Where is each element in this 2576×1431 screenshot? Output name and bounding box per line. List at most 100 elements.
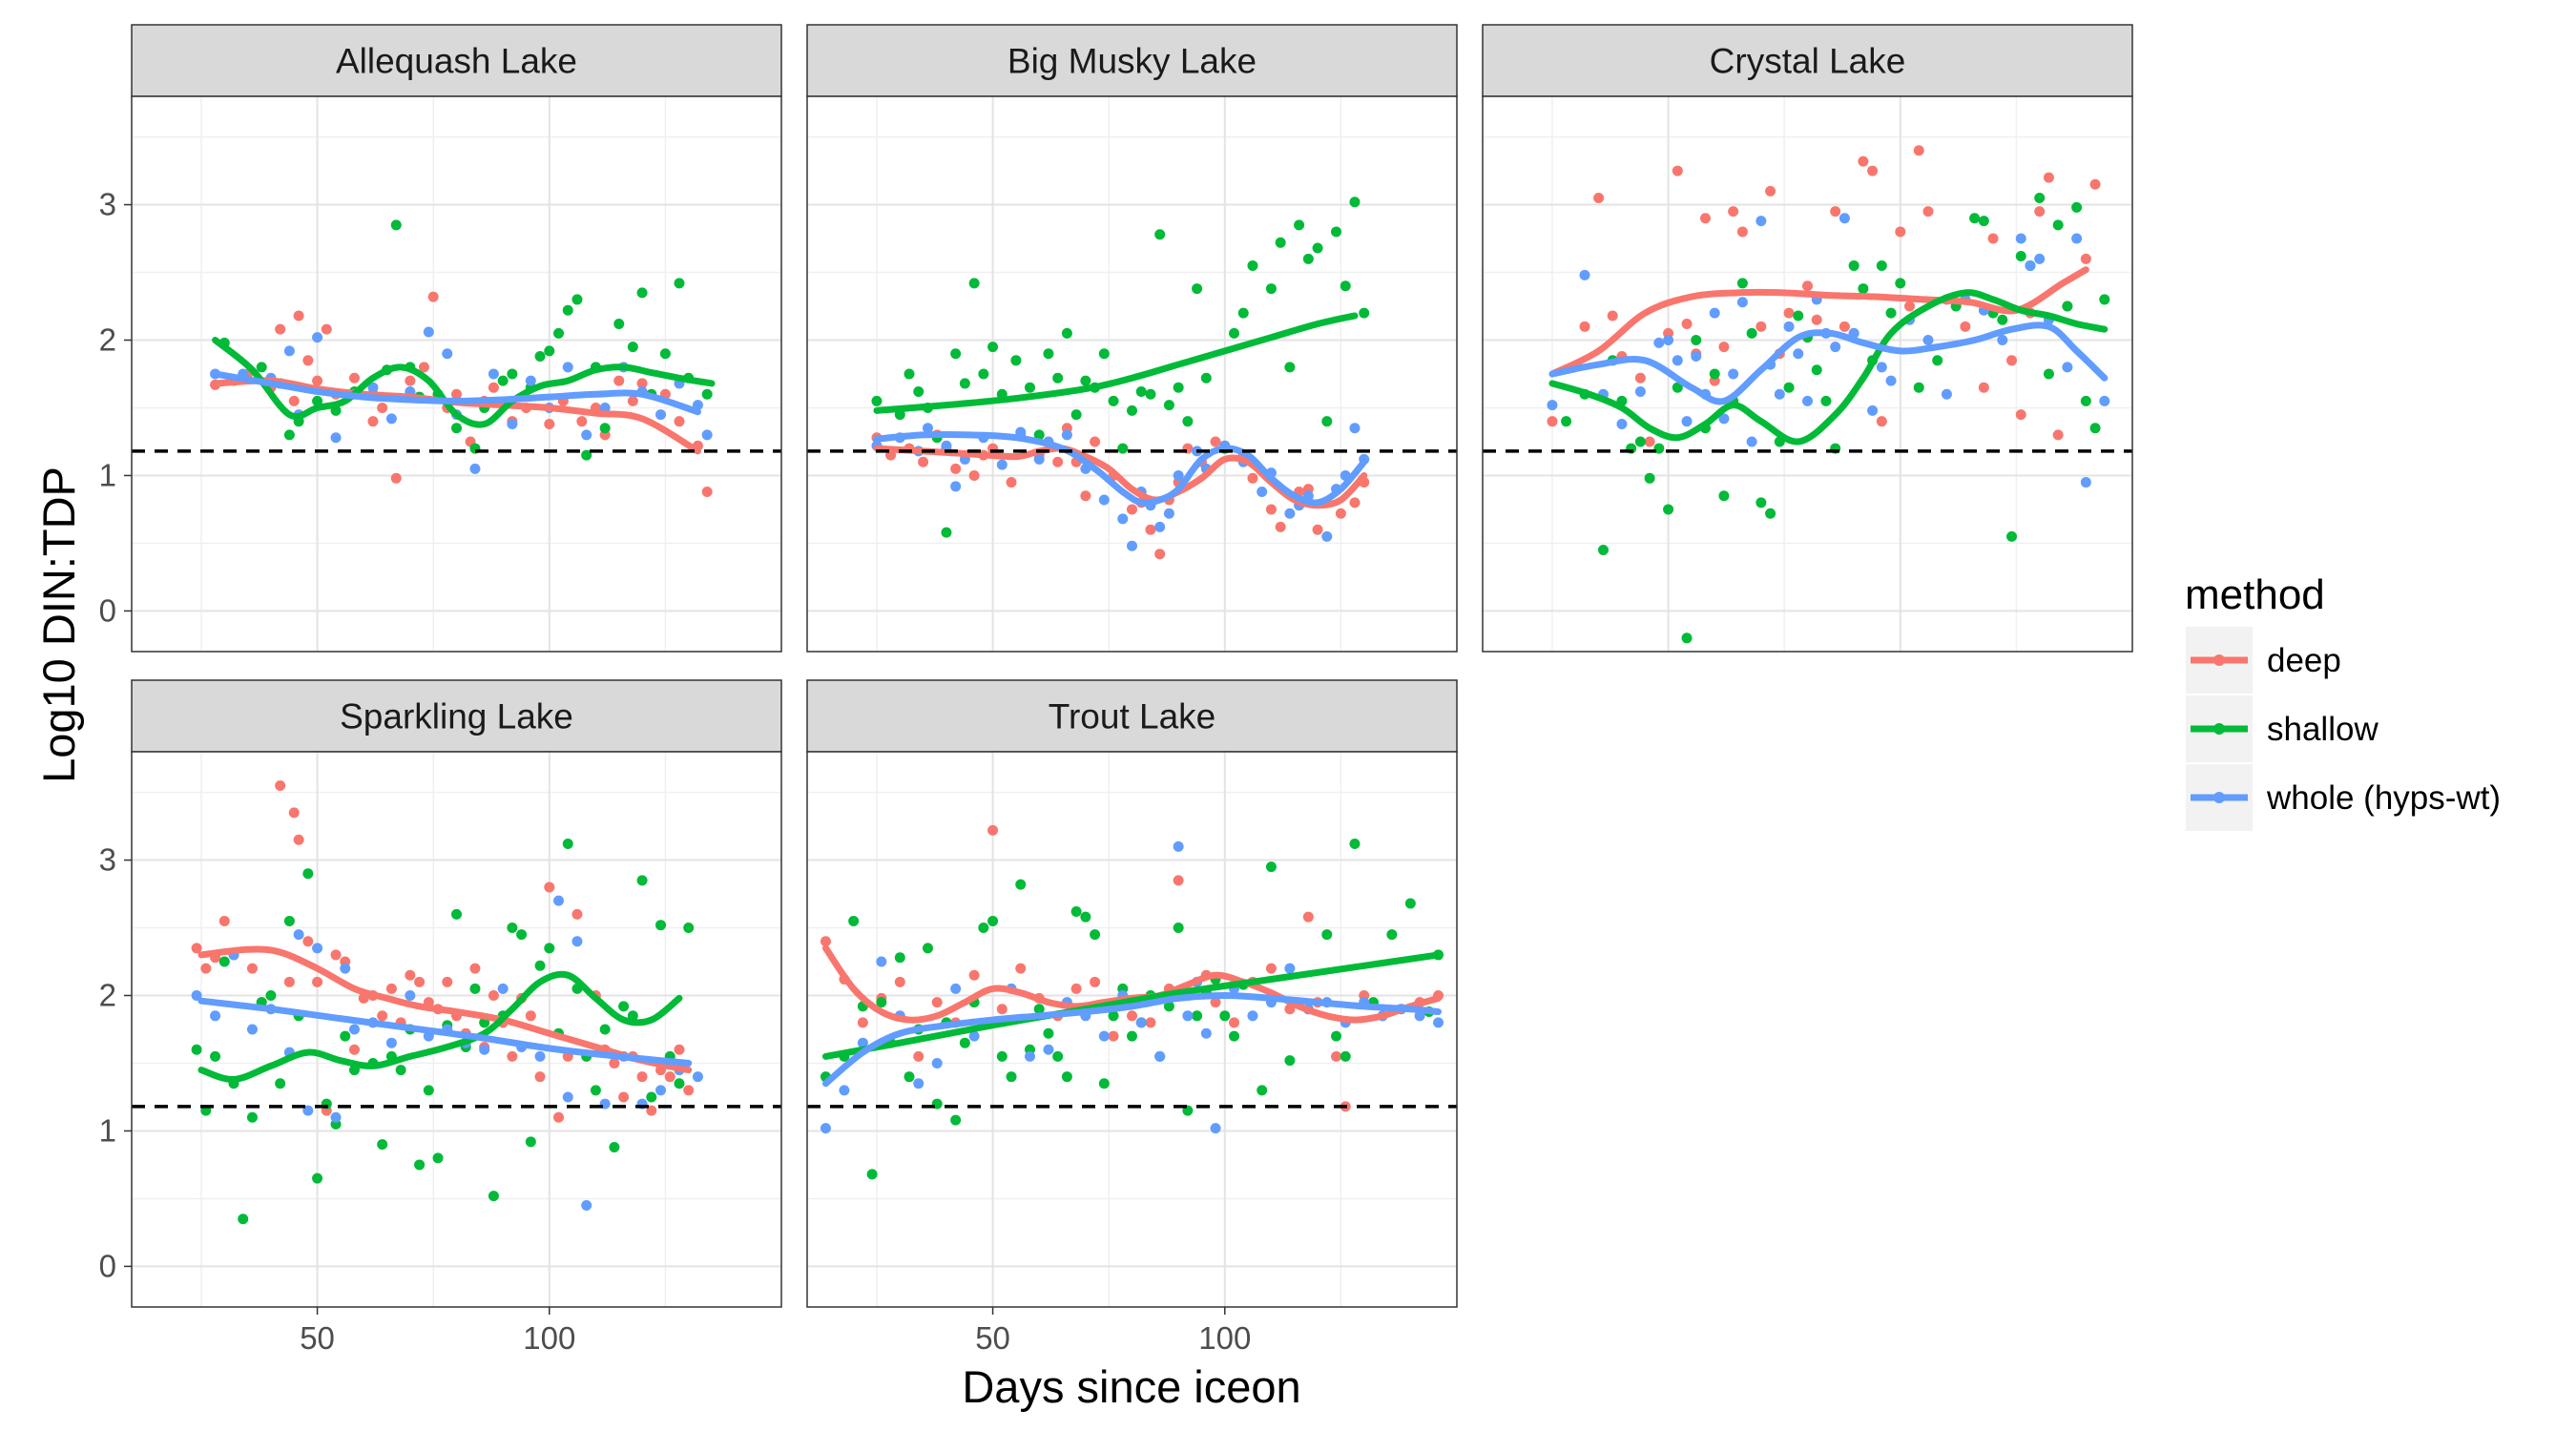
facet-title: Big Musky Lake [1008,42,1257,81]
point-deep [1895,226,1906,238]
point-shallow [283,429,295,441]
point-shallow [1192,283,1203,295]
point-deep [1080,490,1091,502]
point-deep [525,1010,536,1022]
point-whole [385,1037,397,1048]
point-deep [451,388,462,400]
point-shallow [283,915,295,926]
point-whole [1127,540,1137,551]
point-whole [507,419,518,430]
point-whole [941,440,952,451]
x-tick-label: 50 [300,1320,335,1356]
point-whole [1997,335,2008,346]
point-shallow [1070,409,1082,421]
point-shallow [996,1050,1008,1062]
point-whole [1117,513,1129,525]
point-shallow [1108,1010,1119,1022]
y-tick-label: 0 [99,1248,116,1283]
point-shallow [1858,283,1869,295]
point-shallow [1913,382,1924,393]
point-shallow [423,1085,434,1096]
y-tick-label: 3 [99,842,116,878]
point-deep [200,963,212,974]
point-deep [1634,372,1646,384]
smooth-line-shallow [821,951,1443,1060]
point-shallow [544,943,555,954]
point-shallow [1080,911,1091,923]
point-shallow [451,423,462,434]
point-shallow [2071,201,2083,213]
smooth-line-whole [212,370,701,416]
point-whole [534,1050,546,1062]
gridlines [807,752,1457,1307]
point-deep [968,469,980,481]
point-shallow [1718,490,1730,502]
point-shallow [1663,504,1674,515]
point-whole [922,423,933,434]
point-shallow [1265,861,1277,873]
legend-entry-deep: deep [2184,625,2341,695]
point-deep [1006,477,1017,488]
facet-title: Allequash Lake [336,42,577,81]
point-shallow [1127,1030,1137,1042]
panel-border [1482,95,2133,653]
point-deep [2052,429,2064,441]
point-shallow [534,960,546,971]
point-whole [497,983,509,994]
point-shallow [1024,382,1035,393]
point-whole [488,368,499,380]
point-deep [996,1004,1008,1015]
point-deep [987,824,999,836]
point-shallow [488,1191,499,1202]
point-deep [1672,165,1683,176]
x-tick-label: 100 [523,1320,575,1356]
panel-border [131,751,782,1308]
point-whole [913,1078,924,1089]
point-deep [1090,976,1101,987]
point-whole [2025,259,2036,271]
point-deep [275,323,286,335]
plot-content [807,197,1457,560]
point-shallow [683,923,695,934]
point-whole [348,1024,360,1035]
point-shallow [1404,898,1416,909]
point-deep [664,1071,675,1083]
point-shallow [1163,1001,1174,1012]
point-whole [820,1123,831,1134]
point-whole [1672,355,1683,366]
point-deep [2006,355,2018,366]
point-whole [1284,963,1296,974]
legend-key-point [2213,723,2225,735]
panel: Big Musky Lake [806,24,1458,653]
point-deep [367,416,379,427]
point-deep [1275,521,1286,532]
point-whole [581,1200,592,1212]
panel: Crystal Lake [1482,24,2133,653]
point-deep [1607,310,1618,321]
point-shallow [978,923,989,934]
point-shallow [1154,229,1166,240]
point-whole [1135,1017,1147,1028]
point-deep [1052,456,1064,467]
point-deep [1579,321,1590,332]
point-whole [1547,400,1558,411]
point-whole [1043,1044,1054,1055]
point-shallow [302,868,314,880]
point-shallow [1876,259,1887,271]
point-whole [1247,1010,1258,1022]
point-whole [839,1085,850,1096]
panel-border [806,751,1458,1308]
point-deep [1802,280,1813,292]
point-deep [609,1057,620,1068]
point-deep [1811,314,1822,325]
point-shallow [1173,382,1184,393]
point-shallow [1200,372,1212,384]
point-shallow [544,345,555,357]
point-whole [1709,307,1720,319]
point-deep [553,1111,565,1123]
point-shallow [1135,385,1147,397]
point-whole [1634,385,1646,397]
point-deep [488,990,499,1002]
point-deep [1302,911,1314,923]
point-deep [1015,963,1027,974]
